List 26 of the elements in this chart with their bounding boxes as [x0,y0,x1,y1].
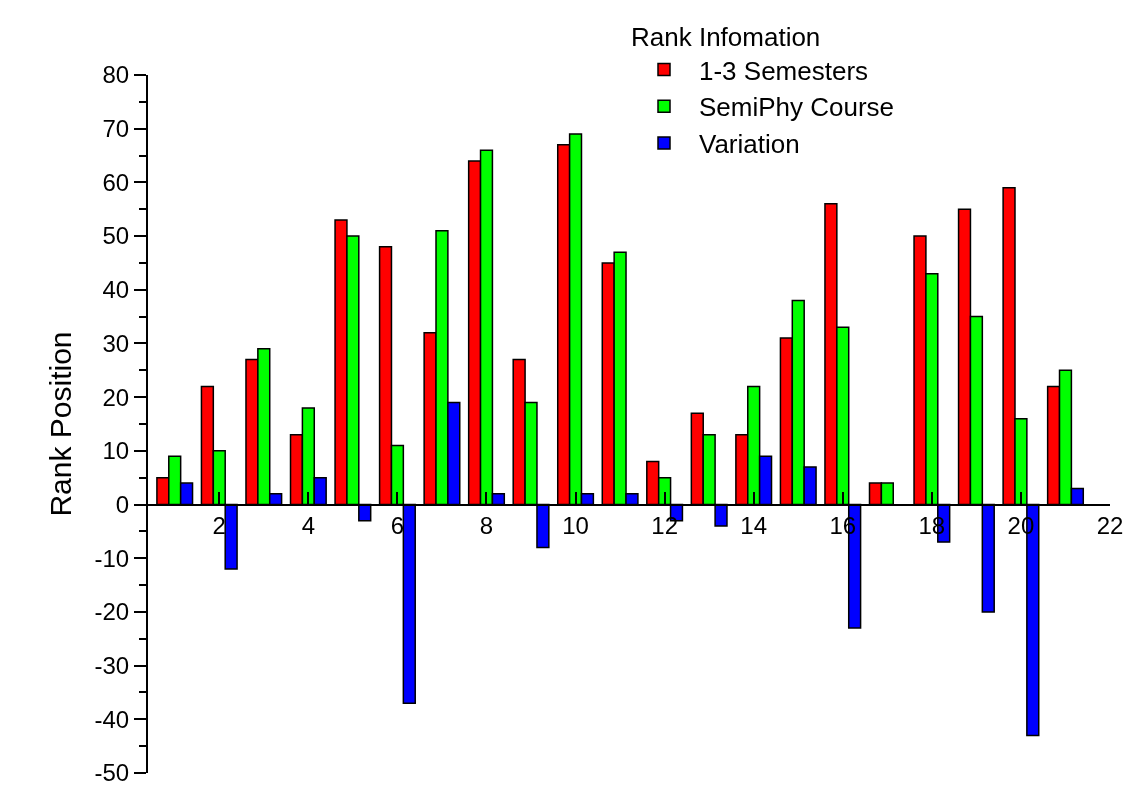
x-tick-label: 4 [301,512,316,540]
y-tick-label: -50 [94,759,130,787]
y-tick-label: 0 [115,490,130,518]
legend-label: Variation [699,129,800,160]
y-tick-label: 20 [102,383,130,411]
y-tick-label: -40 [94,705,130,733]
y-tick-label: 60 [102,168,130,196]
y-tick-label: -30 [94,652,130,680]
x-tick-label: 6 [390,512,405,540]
y-tick-label: 10 [102,437,130,465]
y-tick-label: 30 [102,329,130,357]
x-tick-label: 10 [562,512,589,540]
y-tick-label: 40 [102,276,130,304]
y-tick-label: -20 [94,598,130,626]
x-tick-label: 12 [651,512,678,540]
legend-label: 1-3 Semesters [699,55,869,86]
x-tick-label: 8 [479,512,494,540]
y-tick-label: 70 [102,115,130,143]
legend-title: Rank Infomation [631,21,821,52]
y-tick-label: -10 [94,544,130,572]
y-tick-label: 80 [102,61,130,89]
x-tick-label: 22 [1096,512,1124,540]
legend-label: SemiPhy Course [699,92,895,123]
y-axis-title: Rank Position [44,331,78,517]
y-tick-label: 50 [102,222,130,250]
x-tick-label: 14 [740,512,768,540]
